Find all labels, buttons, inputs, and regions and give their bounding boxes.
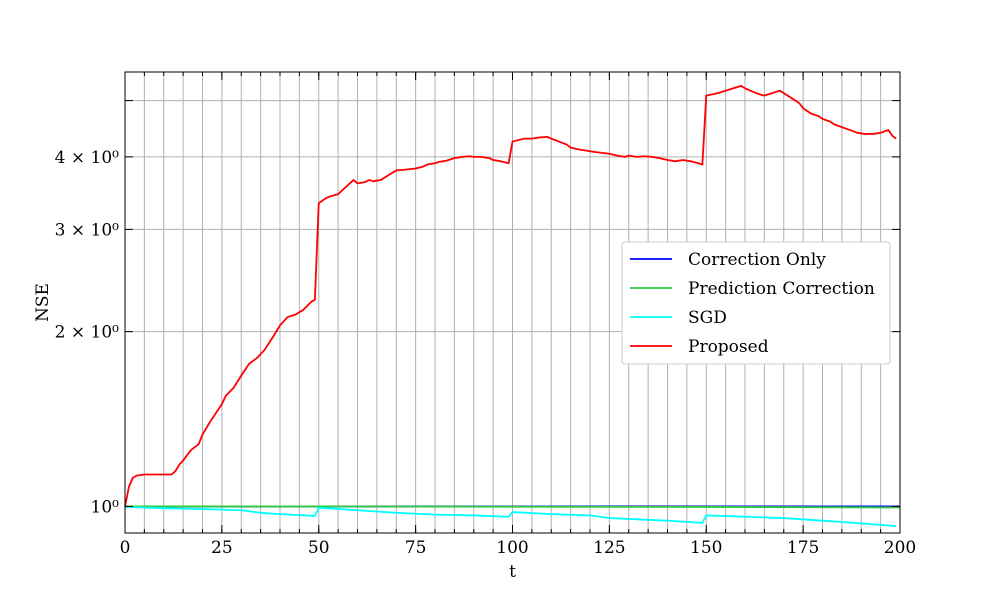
x-tick-label: 100 xyxy=(496,538,528,558)
grid xyxy=(124,72,901,534)
series-line-3 xyxy=(124,506,897,527)
x-tick-label: 150 xyxy=(690,538,722,558)
y-tick-label: 3 × 10⁰ xyxy=(55,220,119,240)
x-tick-label: 175 xyxy=(787,538,819,558)
y-axis-label: NSE xyxy=(33,283,53,322)
legend: Correction Only Prediction Correction SGD P… xyxy=(621,241,891,365)
x-tick-label: 75 xyxy=(405,538,427,558)
legend-label-4: Proposed xyxy=(688,337,769,357)
x-axis-label: t xyxy=(509,562,516,582)
legend-box xyxy=(621,241,891,365)
axes: 0 25 50 75 100 125 150 175 200 10⁰ 2 × 10⁰ 3 × 10⁰ 4… xyxy=(33,71,916,582)
x-tick-label: 200 xyxy=(884,538,916,558)
legend-label-3: SGD xyxy=(688,308,727,328)
series-lines xyxy=(124,84,901,527)
y-tick-label: 4 × 10⁰ xyxy=(55,148,119,168)
x-tick-label: 0 xyxy=(120,538,131,558)
x-tick-label: 50 xyxy=(308,538,330,558)
legend-label-2: Prediction Correction xyxy=(688,279,875,299)
y-tick-label: 10⁰ xyxy=(91,497,120,517)
x-tick-label: 125 xyxy=(593,538,625,558)
series-line-2 xyxy=(125,505,901,509)
legend-label-1: Correction Only xyxy=(688,250,826,270)
x-tick-label: 25 xyxy=(211,538,233,558)
series-line-4 xyxy=(124,84,897,507)
y-tick-label: 2 × 10⁰ xyxy=(55,323,119,343)
